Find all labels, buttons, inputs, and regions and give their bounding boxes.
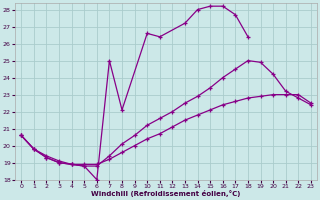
X-axis label: Windchill (Refroidissement éolien,°C): Windchill (Refroidissement éolien,°C) <box>92 190 241 197</box>
